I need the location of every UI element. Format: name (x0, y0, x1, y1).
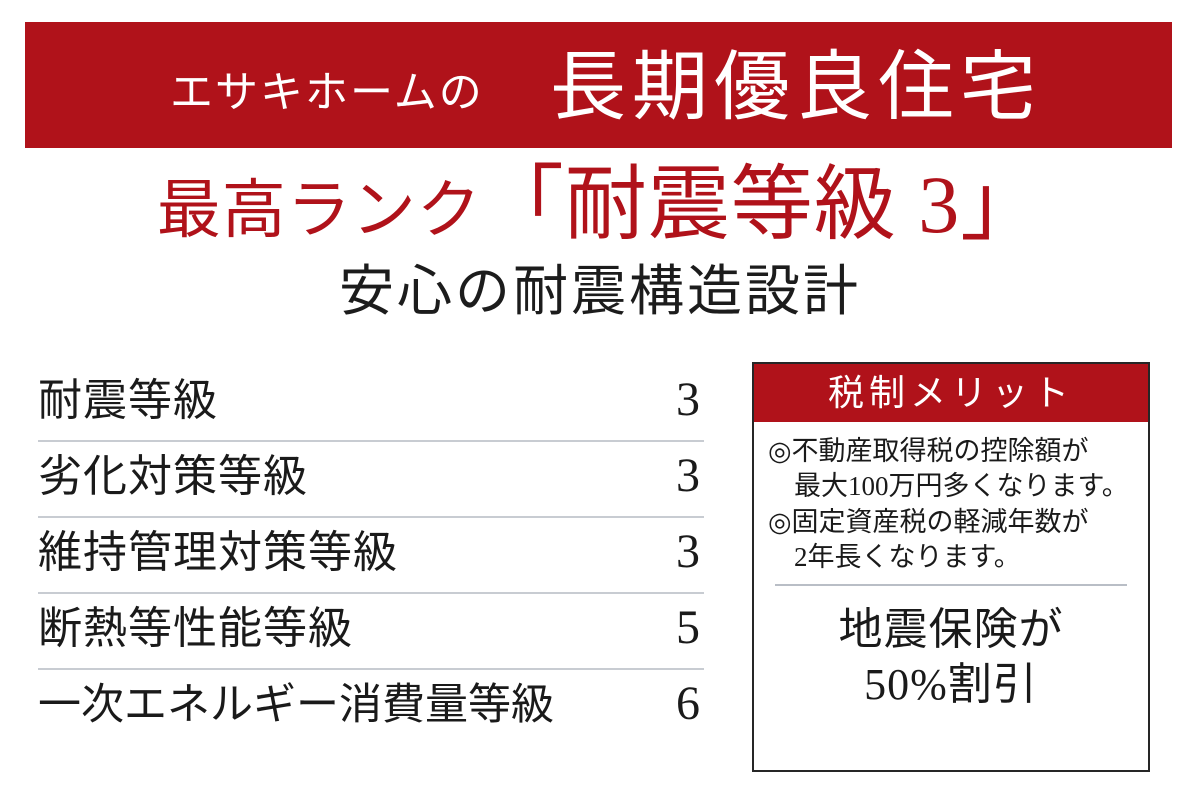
table-row: 耐震等級 3 (38, 366, 704, 442)
spec-value: 5 (676, 601, 700, 654)
headline-prefix: 最高ランク (156, 175, 482, 246)
divider (775, 584, 1127, 587)
brand-name: エサキホームの (170, 70, 484, 117)
spec-label: 劣化対策等級 (38, 452, 308, 501)
spec-label: 一次エネルギー消費量等級 (38, 682, 554, 729)
table-row: 維持管理対策等級 3 (38, 518, 704, 594)
spec-value: 3 (676, 449, 700, 502)
spec-table: 耐震等級 3 劣化対策等級 3 維持管理対策等級 3 断熱等性能等級 5 一次エ… (38, 366, 704, 746)
merit-line: 2年長くなります。 (794, 541, 1021, 572)
merit-line: 最大100万円多くなります。 (794, 470, 1129, 501)
merit-line: ◎不動産取得税の控除額が (768, 436, 1089, 466)
tax-merit-header: 税制メリット (754, 364, 1148, 422)
table-row: 断熱等性能等級 5 (38, 594, 704, 670)
tax-merit-body: ◎不動産取得税の控除額が 最大100万円多くなります。 ◎固定資産税の軽減年数が… (754, 422, 1148, 574)
insurance-discount-line2: 50%割引 (864, 660, 1038, 710)
insurance-discount-line1: 地震保険が (838, 605, 1064, 655)
insurance-discount: 地震保険が 50%割引 (754, 602, 1148, 712)
merit-line: ◎固定資産税の軽減年数が (768, 507, 1089, 538)
subtitle: 安心の耐震構造設計 (338, 261, 861, 322)
spec-label: 維持管理対策等級 (38, 528, 398, 577)
spec-label: 断熱等性能等級 (38, 604, 353, 653)
table-row: 劣化対策等級 3 (38, 442, 704, 518)
spec-value: 3 (676, 373, 700, 426)
list-item: ◎不動産取得税の控除額が 最大100万円多くなります。 (768, 434, 1134, 503)
headline-emphasis: 「耐震等級 3」 (481, 159, 1044, 250)
spec-value: 6 (676, 677, 700, 730)
spec-value: 3 (676, 525, 700, 578)
table-row: 一次エネルギー消費量等級 6 (38, 670, 704, 746)
headline: 最高ランク「耐震等級 3」 (0, 164, 1200, 246)
spec-label: 耐震等級 (38, 376, 218, 425)
list-item: ◎固定資産税の軽減年数が 2年長くなります。 (768, 505, 1134, 574)
tax-merit-panel: 税制メリット ◎不動産取得税の控除額が 最大100万円多くなります。 ◎固定資産… (752, 362, 1150, 772)
header-banner: エサキホームの 長期優良住宅 (25, 22, 1172, 148)
banner-title: 長期優良住宅 (550, 46, 1042, 130)
